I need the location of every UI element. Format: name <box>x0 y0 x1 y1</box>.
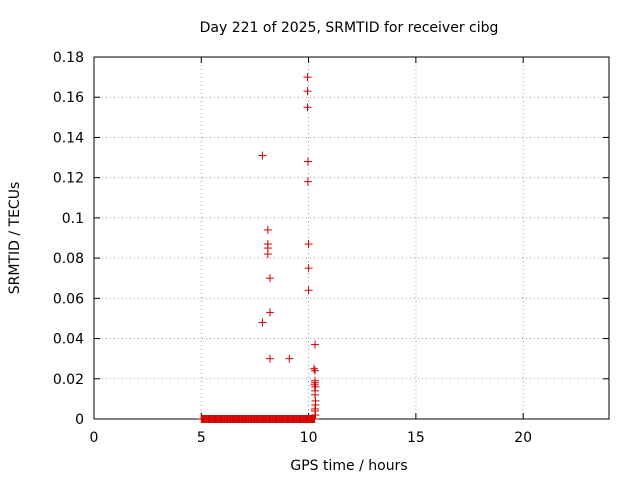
y-tick-label: 0.18 <box>53 50 84 66</box>
tick-labels: 0 0.02 0.04 0.06 0.08 0.1 0.12 0.14 0.16 0.18 0 5 10… <box>53 50 532 446</box>
data-point <box>309 364 318 373</box>
data-point <box>265 308 274 317</box>
data-point <box>304 286 313 295</box>
axis-ticks <box>93 56 609 420</box>
data-point <box>263 225 272 234</box>
data-point <box>263 250 272 259</box>
data-point <box>303 103 312 112</box>
y-tick-label: 0.08 <box>53 251 84 267</box>
data-point <box>258 151 267 160</box>
x-tick-label: 20 <box>514 430 532 446</box>
grid <box>94 57 609 419</box>
y-tick-label: 0.02 <box>53 372 84 388</box>
plot-frame <box>93 56 610 420</box>
y-tick-label: 0 <box>75 412 84 428</box>
y-tick-label: 0.1 <box>62 211 84 227</box>
y-tick-label: 0.12 <box>53 171 84 187</box>
y-tick-label: 0.04 <box>53 332 84 348</box>
data-point <box>311 366 320 375</box>
data-point <box>265 274 274 283</box>
data-point <box>304 240 313 249</box>
data-point <box>311 340 320 349</box>
x-tick-label: 5 <box>197 430 206 446</box>
y-tick-label: 0.16 <box>53 90 84 106</box>
data-point <box>265 354 274 363</box>
chart-title: Day 221 of 2025, SRMTID for receiver cib… <box>200 20 499 36</box>
x-tick-label: 10 <box>300 430 318 446</box>
x-axis-label: GPS time / hours <box>290 458 407 474</box>
data-point <box>310 415 319 423</box>
y-tick-label: 0.06 <box>53 291 84 307</box>
data-point <box>303 157 312 166</box>
y-axis-label: SRMTID / TECUs <box>7 182 23 295</box>
data-point <box>311 410 320 419</box>
data-point <box>285 354 294 363</box>
x-tick-label: 0 <box>90 430 99 446</box>
data-point <box>303 73 312 82</box>
x-tick-label: 15 <box>407 430 425 446</box>
data-point <box>258 318 267 327</box>
data-point <box>303 87 312 96</box>
data-point <box>304 264 313 273</box>
data-points <box>197 73 320 423</box>
y-tick-label: 0.14 <box>53 130 84 146</box>
data-point <box>303 177 312 186</box>
